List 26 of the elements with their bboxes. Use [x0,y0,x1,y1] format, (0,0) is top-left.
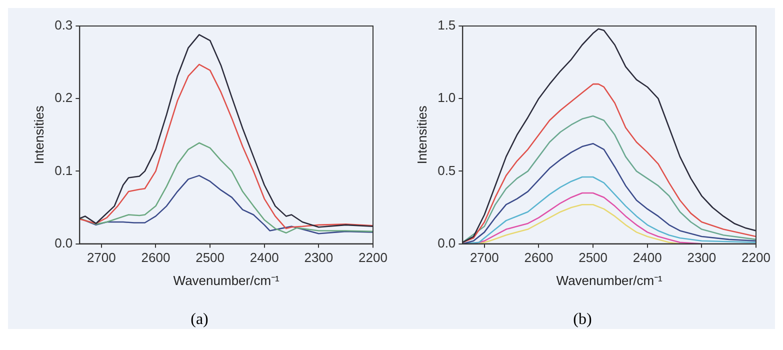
text: (a) [190,311,208,329]
x-tick-label: 2600 [524,250,554,266]
x-tick-label: 2400 [250,250,279,266]
x-tick-label: 2300 [687,250,716,266]
y-axis-title: Intensities [414,105,430,164]
y-tick-label: 0.3 [54,18,73,33]
x-tick-label: 2200 [742,250,770,266]
x-tick-label: 2700 [470,250,499,266]
x-tick-label: 2300 [304,250,334,266]
text: (b) [573,311,592,329]
y-axis-title: Intensities [31,105,46,164]
y-tick-label: 0.0 [438,235,456,250]
x-tick-label: 2600 [141,250,170,266]
x-tick-label: 2500 [196,250,224,266]
y-tick-label: 0.1 [54,162,73,178]
x-tick-label: 2400 [632,250,662,266]
y-tick-label: 0.0 [54,235,73,250]
x-tick-label: 2200 [358,250,388,266]
x-tick-label: 2500 [578,250,608,266]
x-tick-label: 2700 [86,250,116,266]
y-tick-label: 0.5 [438,162,456,178]
x-axis-title: Wavenumber/cm⁻¹ [556,272,664,288]
y-tick-label: 1.5 [438,18,456,33]
x-axis-title: Wavenumber/cm⁻¹ [173,272,280,288]
y-tick-label: 0.2 [54,90,73,106]
y-tick-label: 1.0 [438,90,456,106]
